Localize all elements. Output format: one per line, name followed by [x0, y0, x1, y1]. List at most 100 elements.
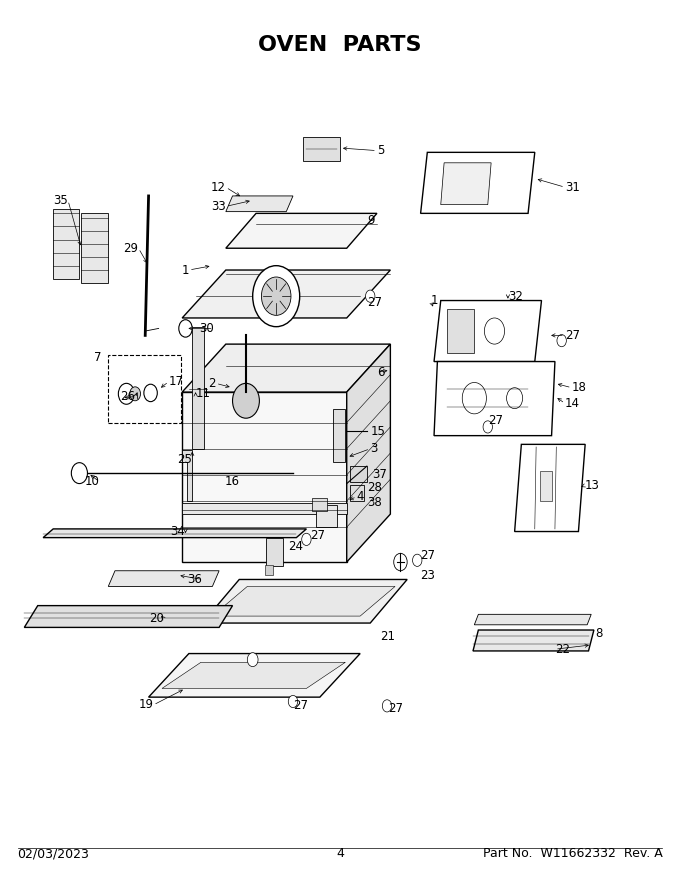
Polygon shape	[182, 270, 390, 318]
Text: 9: 9	[367, 214, 375, 227]
Polygon shape	[162, 663, 345, 688]
Text: 4: 4	[357, 490, 364, 503]
Circle shape	[484, 318, 505, 344]
Polygon shape	[475, 614, 591, 625]
Text: 33: 33	[211, 200, 226, 213]
Text: 27: 27	[310, 530, 325, 542]
Polygon shape	[182, 451, 192, 501]
Text: 34: 34	[171, 525, 186, 538]
Text: 21: 21	[380, 629, 395, 642]
Text: Part No.  W11662332  Rev. A: Part No. W11662332 Rev. A	[483, 847, 662, 860]
Text: 26: 26	[120, 390, 135, 403]
Circle shape	[394, 554, 407, 571]
Polygon shape	[148, 654, 360, 697]
Circle shape	[302, 533, 311, 546]
Circle shape	[382, 700, 392, 712]
Polygon shape	[515, 444, 585, 532]
Text: 37: 37	[372, 468, 387, 481]
Text: 27: 27	[488, 414, 503, 428]
Text: 15: 15	[370, 425, 385, 437]
Bar	[265, 565, 273, 576]
Text: 30: 30	[199, 322, 214, 335]
Bar	[52, 209, 80, 279]
Text: 31: 31	[565, 180, 580, 194]
Text: 23: 23	[421, 568, 435, 582]
Bar	[447, 309, 475, 353]
Polygon shape	[226, 196, 293, 211]
Polygon shape	[434, 362, 555, 436]
Polygon shape	[347, 344, 390, 562]
Text: 29: 29	[124, 242, 139, 254]
Polygon shape	[182, 392, 347, 562]
Circle shape	[179, 319, 192, 337]
Polygon shape	[441, 163, 491, 205]
Circle shape	[248, 653, 258, 667]
Text: 27: 27	[367, 296, 382, 309]
Bar	[108, 355, 181, 422]
Text: 5: 5	[377, 144, 384, 158]
Text: 1: 1	[430, 294, 438, 307]
Text: 22: 22	[555, 642, 570, 656]
Text: 27: 27	[388, 702, 403, 715]
Text: 12: 12	[211, 180, 226, 194]
Text: 17: 17	[169, 375, 184, 388]
Bar	[266, 539, 283, 567]
Text: 20: 20	[149, 612, 164, 625]
Polygon shape	[421, 152, 534, 213]
Text: 8: 8	[595, 627, 602, 640]
Bar	[540, 471, 552, 501]
Text: 28: 28	[367, 481, 381, 495]
Text: 16: 16	[224, 475, 239, 488]
Circle shape	[483, 421, 492, 433]
Text: 3: 3	[370, 443, 377, 455]
Bar	[333, 409, 345, 462]
Polygon shape	[473, 630, 594, 651]
Bar	[350, 466, 367, 482]
Polygon shape	[24, 605, 233, 627]
Polygon shape	[182, 344, 390, 392]
Polygon shape	[212, 586, 395, 616]
Text: 7: 7	[94, 351, 101, 363]
Circle shape	[288, 695, 298, 708]
Text: 19: 19	[138, 699, 153, 712]
Circle shape	[130, 387, 141, 400]
Bar	[192, 326, 204, 449]
Circle shape	[118, 384, 135, 404]
Text: 1: 1	[182, 263, 189, 276]
Circle shape	[557, 334, 566, 347]
Text: 10: 10	[85, 475, 99, 488]
Polygon shape	[43, 529, 307, 538]
Text: 35: 35	[53, 194, 68, 207]
Bar	[350, 486, 364, 501]
Text: 11: 11	[196, 387, 211, 400]
Text: 24: 24	[288, 539, 303, 553]
Circle shape	[71, 463, 88, 484]
Circle shape	[413, 554, 422, 567]
Polygon shape	[108, 571, 219, 586]
Text: 18: 18	[572, 381, 587, 394]
Text: 2: 2	[208, 377, 216, 390]
Circle shape	[261, 277, 291, 315]
Polygon shape	[434, 301, 541, 362]
Polygon shape	[203, 579, 407, 623]
Circle shape	[507, 388, 523, 408]
Text: 27: 27	[293, 700, 308, 712]
Text: 4: 4	[336, 847, 344, 860]
Circle shape	[233, 384, 259, 418]
Polygon shape	[226, 213, 377, 248]
Circle shape	[462, 383, 486, 414]
Text: 14: 14	[565, 397, 580, 410]
Text: OVEN  PARTS: OVEN PARTS	[258, 34, 422, 55]
Polygon shape	[182, 502, 347, 514]
Bar	[303, 136, 340, 161]
Text: 32: 32	[508, 290, 523, 303]
Circle shape	[253, 266, 300, 326]
Circle shape	[366, 290, 375, 302]
Text: 02/03/2023: 02/03/2023	[18, 847, 90, 860]
Bar	[82, 213, 108, 283]
Text: 27: 27	[421, 548, 436, 561]
Bar	[316, 505, 337, 527]
Text: 6: 6	[377, 365, 384, 378]
Bar	[312, 498, 326, 511]
Text: 13: 13	[585, 479, 600, 492]
